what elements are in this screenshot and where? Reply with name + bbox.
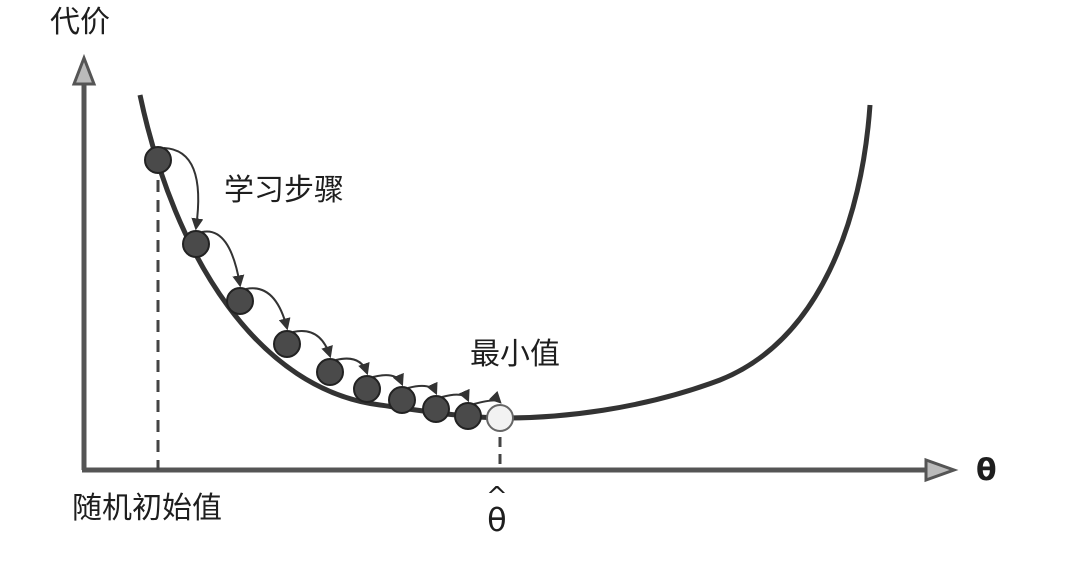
theta-hat-label: ^ θ — [486, 482, 508, 539]
step-arc — [245, 287, 291, 331]
step-arc — [473, 390, 502, 405]
y-axis-arrow — [71, 53, 97, 86]
step-point — [316, 358, 344, 386]
theta-hat-symbol: θ — [487, 501, 507, 539]
step-arc — [163, 147, 204, 231]
step-arc — [441, 388, 470, 403]
learning-step-points — [144, 146, 514, 432]
learning-step-arcs — [163, 147, 502, 405]
step-arc — [201, 230, 245, 288]
step-point — [144, 146, 172, 174]
minimum-label: 最小值 — [470, 337, 560, 372]
step-point — [422, 395, 450, 423]
step-point — [226, 287, 254, 315]
step-point — [353, 375, 381, 403]
learning-step-label: 学习步骤 — [224, 173, 344, 208]
step-point — [273, 330, 301, 358]
step-arc — [292, 330, 333, 359]
step-arc — [335, 357, 370, 376]
x-axis-arrow — [924, 457, 959, 483]
theta-hat-accent: ^ — [486, 482, 508, 512]
x-axis-label: θ — [976, 453, 997, 488]
step-arc — [372, 372, 404, 387]
step-point — [182, 230, 210, 258]
step-arc — [407, 381, 438, 396]
y-axis-label: 代价 — [50, 5, 110, 40]
step-point — [388, 386, 416, 414]
minimum-point — [486, 404, 514, 432]
random-initial-label: 随机初始值 — [72, 491, 222, 526]
step-point — [454, 402, 482, 430]
